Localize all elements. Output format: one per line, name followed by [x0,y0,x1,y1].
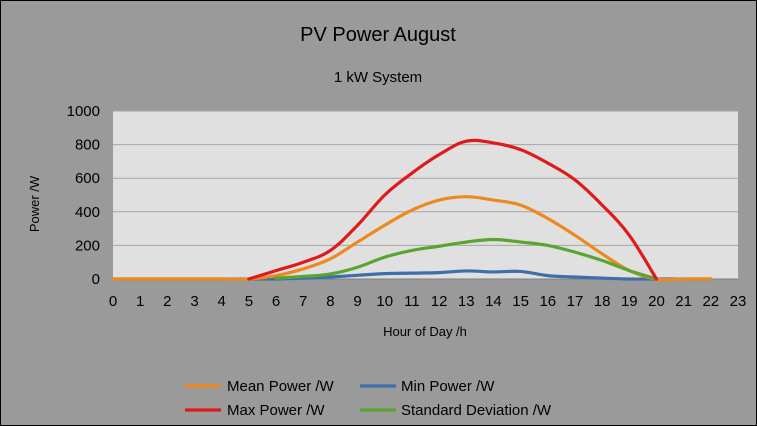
legend-label: Mean Power /W [227,378,335,395]
x-tick-label: 6 [272,293,280,310]
y-tick-label: 0 [92,271,100,288]
y-axis-label: Power /W [27,175,42,232]
plot-area [113,111,738,279]
series-line-standard-deviation-w [274,237,659,281]
x-tick-label: 22 [702,293,719,310]
y-tick-label: 600 [75,170,100,187]
x-tick-label: 10 [376,293,393,310]
x-tick-label: 15 [512,293,529,310]
y-tick-label: 400 [75,204,100,221]
x-tick-label: 16 [539,293,556,310]
x-tick-label: 7 [299,293,307,310]
x-tick-label: 19 [621,293,638,310]
x-tick-label: 2 [163,293,171,310]
y-tick-label: 800 [75,137,100,154]
x-axis-label: Hour of Day /h [383,324,467,339]
y-tick-label: 1000 [67,103,100,120]
x-tick-label: 1 [136,293,144,310]
series-line-mean-power-w [111,195,713,282]
x-tick-label: 13 [458,293,475,310]
legend-label: Max Power /W [227,402,325,419]
x-tick-label: 4 [218,293,226,310]
x-tick-label: 0 [109,293,117,310]
x-tick-label: 12 [431,293,448,310]
y-tick-label: 200 [75,237,100,254]
chart-subtitle: 1 kW System [334,69,422,86]
x-tick-label: 17 [567,293,584,310]
series-line-max-power-w [247,138,659,281]
legend-label: Min Power /W [401,378,495,395]
x-tick-label: 21 [675,293,692,310]
x-tick-label: 3 [190,293,198,310]
legend-label: Standard Deviation /W [401,402,552,419]
x-tick-label: 9 [353,293,361,310]
chart-title: PV Power August [300,24,456,46]
x-tick-label: 11 [404,293,420,310]
x-tick-label: 20 [648,293,665,310]
x-tick-label: 18 [594,293,611,310]
x-tick-label: 8 [326,293,334,310]
x-tick-label: 14 [485,293,502,310]
x-tick-label: 5 [245,293,253,310]
x-tick-label: 23 [730,293,747,310]
